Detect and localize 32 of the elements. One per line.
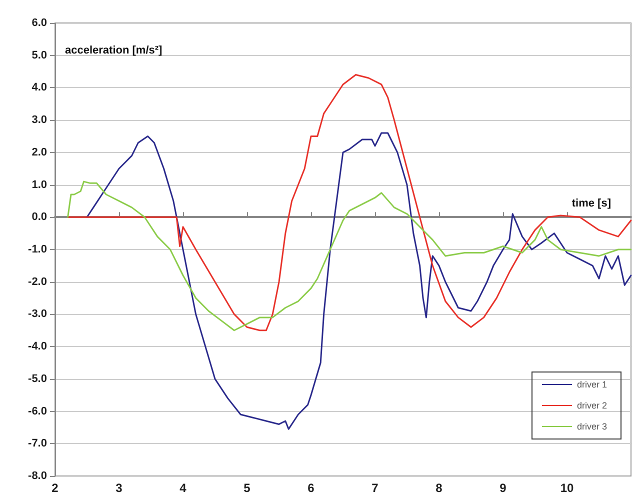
y-tick-label: -3.0 (28, 308, 47, 320)
y-tick-label: 3.0 (32, 114, 47, 126)
y-tick-label: -8.0 (28, 470, 47, 482)
y-tick-label: -2.0 (28, 276, 47, 288)
x-tick-label: 3 (116, 481, 123, 494)
y-tick-label: 0.0 (32, 211, 47, 224)
x-tick-label: 9 (500, 481, 507, 494)
line-series (67, 180, 632, 332)
x-axis-title: time [s] (572, 198, 612, 210)
y-tick-label: -5.0 (28, 372, 47, 385)
y-tick-label: -6.0 (28, 405, 47, 418)
legend-label: driver 2 (576, 400, 608, 410)
y-axis-title: acceleration [m/s²] (65, 44, 163, 56)
y-tick-label: 6.0 (32, 17, 47, 29)
y-tick-label: 1.0 (32, 178, 47, 191)
x-tick-label: 2 (52, 481, 59, 494)
y-tick-label: 5.0 (32, 49, 47, 62)
y-tick-label: 4.0 (32, 82, 47, 94)
x-tick-label: 4 (180, 481, 187, 494)
y-tick-label: -7.0 (28, 438, 47, 450)
x-tick-label: 7 (372, 481, 379, 494)
x-tick-label: 6 (308, 481, 315, 494)
x-tick-label: 8 (436, 481, 443, 494)
x-tick-label: 5 (244, 481, 251, 494)
y-tick-label: -4.0 (28, 340, 47, 353)
legend-label: driver 3 (576, 422, 608, 432)
line-series (86, 132, 632, 430)
x-tick-label: 10 (560, 481, 574, 494)
y-tick-label: -1.0 (28, 244, 47, 256)
legend-label: driver 1 (576, 380, 608, 390)
y-tick-label: 2.0 (32, 146, 47, 158)
line-series (67, 74, 632, 332)
